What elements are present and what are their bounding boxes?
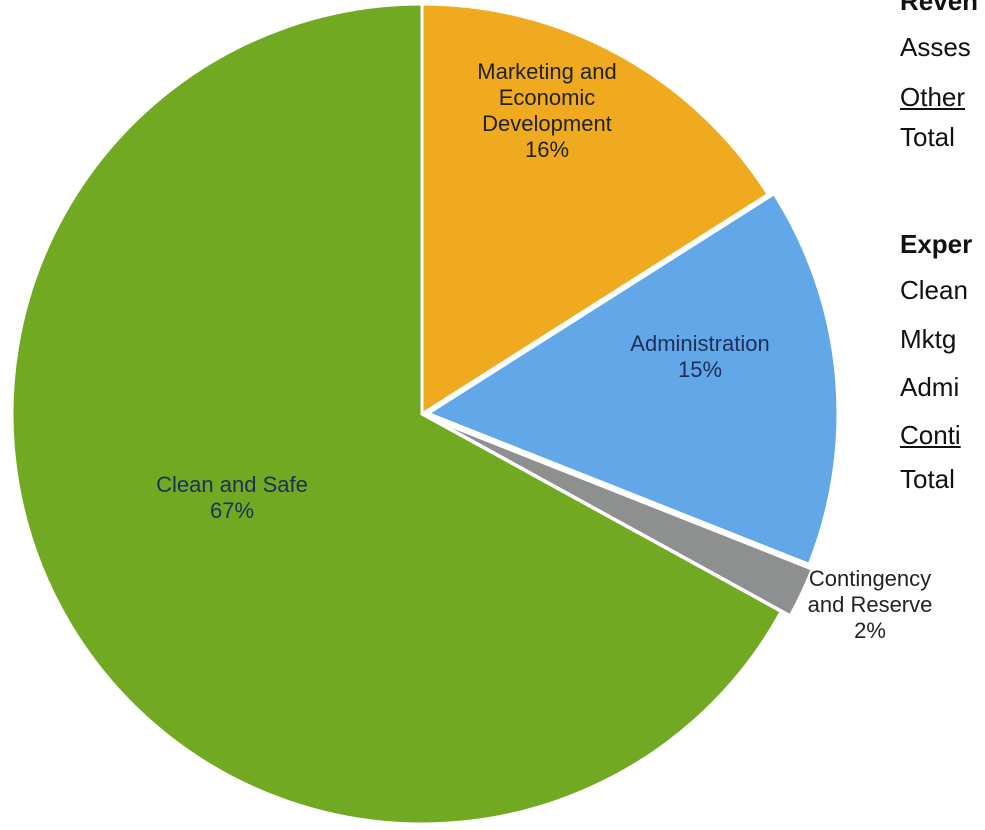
slice-label-contingency-line-2: 2%	[854, 618, 886, 643]
slice-label-marketing-line-0: Marketing and	[477, 59, 616, 84]
slice-label-clean-and-safe-line-0: Clean and Safe	[156, 472, 308, 497]
expense-row-total: Total	[900, 464, 955, 494]
revenue-heading: Reven	[900, 0, 979, 16]
expense-row-clean: Clean	[900, 275, 968, 305]
revenue-row-other: Other	[900, 82, 966, 112]
slice-label-marketing-line-1: Economic	[499, 85, 596, 110]
revenue-row-total: Total	[900, 122, 955, 152]
expense-heading: Exper	[900, 229, 973, 259]
slice-label-administration-line-0: Administration	[630, 331, 769, 356]
pie-slice-contingency	[430, 416, 815, 618]
slice-label-marketing-line-3: 16%	[525, 137, 569, 162]
pie-slice-clean-and-safe	[10, 2, 784, 826]
pie-slices	[10, 2, 840, 826]
slice-label-contingency-line-1: and Reserve	[808, 592, 933, 617]
expense-row-admin: Admi	[900, 372, 960, 402]
slice-label-marketing-line-2: Development	[482, 111, 612, 136]
expense-row-contingency: Conti	[900, 420, 961, 450]
slice-label-contingency-line-0: Contingency	[809, 566, 931, 591]
pie-slice-marketing	[420, 2, 771, 417]
slice-label-clean-and-safe-line-1: 67%	[210, 498, 254, 523]
slice-label-administration-line-1: 15%	[678, 357, 722, 382]
expense-row-mktg: Mktg	[900, 324, 957, 354]
revenue-row-assessments: Asses	[900, 32, 971, 62]
pie-slice-administration	[424, 191, 840, 567]
